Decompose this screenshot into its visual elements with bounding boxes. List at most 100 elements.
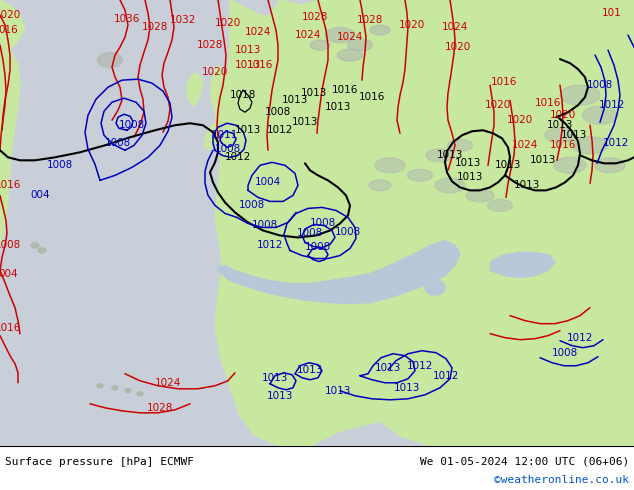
Text: 1012: 1012 <box>598 100 625 110</box>
Text: 1008: 1008 <box>0 241 21 250</box>
Text: 1012: 1012 <box>225 152 251 162</box>
Text: 1013: 1013 <box>514 180 540 191</box>
Text: 1020: 1020 <box>215 18 241 28</box>
Ellipse shape <box>369 180 391 191</box>
Ellipse shape <box>595 158 625 173</box>
Ellipse shape <box>554 157 586 173</box>
Text: 1028: 1028 <box>142 22 168 32</box>
Text: 1013: 1013 <box>325 386 351 396</box>
Text: 1020: 1020 <box>0 10 21 20</box>
Text: 1013: 1013 <box>325 102 351 112</box>
Text: 1008: 1008 <box>552 348 578 358</box>
Text: 1024: 1024 <box>337 32 363 42</box>
Text: 1008: 1008 <box>265 107 291 117</box>
Polygon shape <box>265 0 470 90</box>
Text: 1013: 1013 <box>235 60 261 70</box>
Text: 1020: 1020 <box>550 110 576 120</box>
Text: 1016: 1016 <box>535 98 561 108</box>
Text: 1020: 1020 <box>445 42 471 52</box>
Text: 1008: 1008 <box>335 227 361 238</box>
Ellipse shape <box>98 52 122 68</box>
Text: 1024: 1024 <box>155 378 181 388</box>
Ellipse shape <box>573 137 607 154</box>
Text: 1012: 1012 <box>433 371 459 381</box>
Ellipse shape <box>38 248 46 253</box>
Text: 1004: 1004 <box>255 177 281 187</box>
Text: 1008: 1008 <box>215 144 241 154</box>
Text: 1013: 1013 <box>457 172 483 182</box>
Text: 1016: 1016 <box>332 85 358 95</box>
Polygon shape <box>0 0 25 55</box>
Text: 1008: 1008 <box>305 243 331 252</box>
Text: 1013: 1013 <box>394 383 420 393</box>
Text: 1032: 1032 <box>170 15 196 25</box>
Text: 1024: 1024 <box>245 27 271 37</box>
Ellipse shape <box>408 170 432 181</box>
Ellipse shape <box>466 189 494 202</box>
Ellipse shape <box>310 40 330 50</box>
Text: 1012: 1012 <box>567 333 593 343</box>
Text: 1013: 1013 <box>281 95 308 105</box>
Ellipse shape <box>560 85 600 105</box>
Text: 1008: 1008 <box>310 219 336 228</box>
Text: 1013: 1013 <box>375 363 401 373</box>
Text: 1011: 1011 <box>212 130 238 140</box>
Text: 1016: 1016 <box>247 60 273 70</box>
Text: We 01-05-2024 12:00 UTC (06+06): We 01-05-2024 12:00 UTC (06+06) <box>420 457 629 467</box>
Text: 1016: 1016 <box>359 92 385 102</box>
Ellipse shape <box>325 27 355 43</box>
Text: 1013: 1013 <box>297 365 323 375</box>
Text: 1028: 1028 <box>197 40 223 50</box>
Text: 1020: 1020 <box>399 20 425 30</box>
Ellipse shape <box>583 106 618 124</box>
Text: 1013: 1013 <box>262 373 288 383</box>
Text: 1013: 1013 <box>301 88 327 98</box>
Text: 1036: 1036 <box>114 14 140 24</box>
Polygon shape <box>210 65 235 135</box>
Polygon shape <box>218 241 460 304</box>
Polygon shape <box>187 73 203 105</box>
Text: 004: 004 <box>30 191 50 200</box>
Text: 1016: 1016 <box>491 77 517 87</box>
Text: 101: 101 <box>602 8 622 18</box>
Text: 1012: 1012 <box>407 361 433 371</box>
Text: 1024: 1024 <box>295 30 321 40</box>
Text: 004: 004 <box>0 269 18 278</box>
Polygon shape <box>490 252 555 277</box>
Ellipse shape <box>426 149 454 162</box>
Polygon shape <box>0 45 20 245</box>
Ellipse shape <box>448 139 472 151</box>
Ellipse shape <box>347 39 373 51</box>
Text: 1024: 1024 <box>442 22 468 32</box>
Text: 1028: 1028 <box>147 403 173 413</box>
Text: 1008: 1008 <box>297 228 323 239</box>
Ellipse shape <box>97 384 103 388</box>
Text: 1018: 1018 <box>230 90 256 100</box>
Text: 1008: 1008 <box>587 80 613 90</box>
Text: Surface pressure [hPa] ECMWF: Surface pressure [hPa] ECMWF <box>5 457 194 467</box>
Text: 1028: 1028 <box>357 15 383 25</box>
Ellipse shape <box>435 178 465 193</box>
Text: 1012: 1012 <box>257 241 283 250</box>
Text: 1008: 1008 <box>47 160 73 171</box>
Text: 1013: 1013 <box>561 130 587 140</box>
Text: 1012: 1012 <box>603 138 629 148</box>
Text: 1020: 1020 <box>485 100 511 110</box>
Text: 1020: 1020 <box>202 67 228 77</box>
Text: 1013: 1013 <box>235 125 261 135</box>
Text: 1013: 1013 <box>455 158 481 169</box>
Text: 1013: 1013 <box>292 117 318 127</box>
Polygon shape <box>205 123 218 150</box>
Polygon shape <box>215 0 634 446</box>
Text: 1013: 1013 <box>547 120 573 130</box>
Ellipse shape <box>31 243 39 248</box>
Text: 1008: 1008 <box>105 138 131 148</box>
Text: 1028: 1028 <box>302 12 328 22</box>
Text: 1013: 1013 <box>530 155 556 165</box>
Text: 1013: 1013 <box>495 160 521 171</box>
Ellipse shape <box>370 25 390 35</box>
Ellipse shape <box>112 386 118 390</box>
Ellipse shape <box>137 392 143 396</box>
Ellipse shape <box>377 274 403 293</box>
Text: 1024: 1024 <box>512 140 538 150</box>
